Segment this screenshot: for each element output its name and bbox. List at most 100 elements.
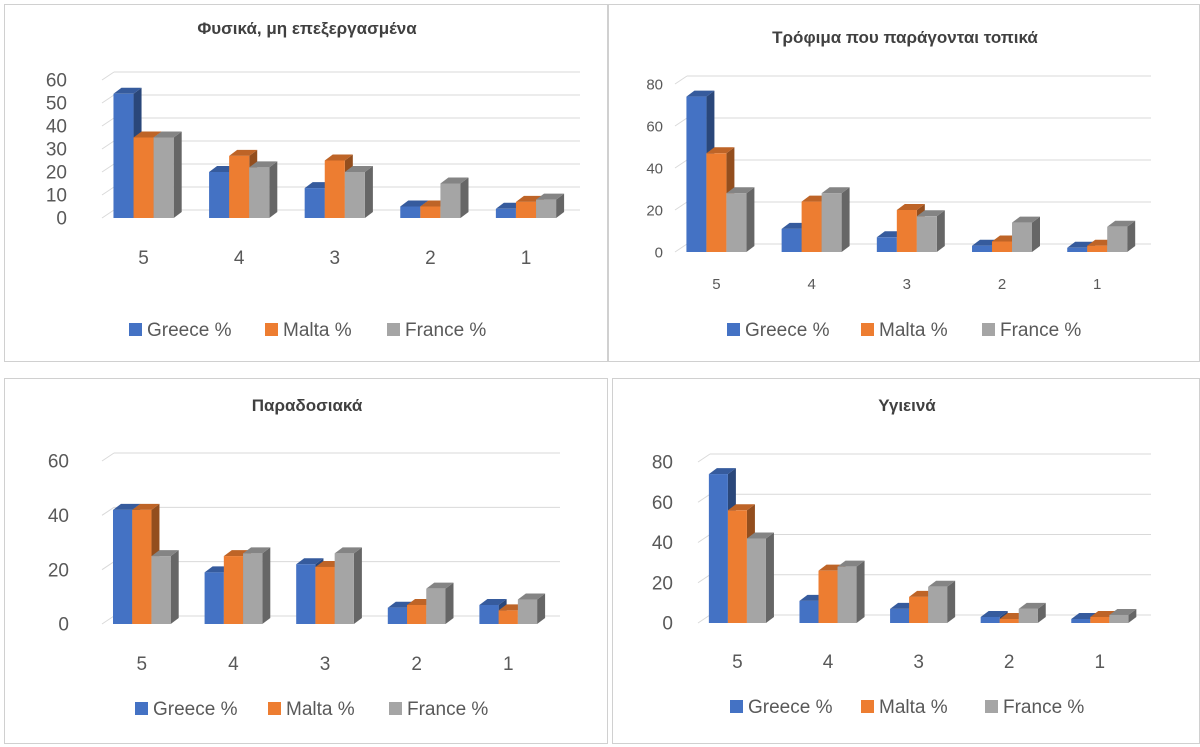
x-tick-label: 4: [807, 276, 815, 293]
y-tick-label: 50: [46, 94, 67, 115]
y-tick-label: 20: [652, 573, 673, 594]
y-tick-label: 40: [646, 160, 663, 177]
bar-france-1: [1107, 220, 1136, 252]
y-tick-label: 40: [48, 506, 69, 527]
gridline-side: [101, 186, 115, 196]
gridline-side: [697, 574, 711, 584]
bar-france-1: [517, 593, 546, 624]
bar-france-5: [151, 550, 179, 624]
x-tick-label: 5: [732, 652, 743, 673]
legend-swatch-malta: [265, 323, 278, 336]
y-tick-label: 40: [46, 117, 67, 138]
y-tick-label: 0: [58, 615, 69, 636]
y-tick-label: 80: [652, 453, 673, 474]
gridline-side: [674, 201, 688, 211]
y-tick-label: 40: [652, 533, 673, 554]
legend-swatch-france: [985, 700, 998, 713]
y-tick-label: 0: [662, 614, 673, 635]
bar-france-4: [249, 161, 278, 218]
bar-france-4: [243, 547, 271, 624]
legend-swatch-france: [389, 702, 402, 715]
x-tick-label: 1: [521, 248, 532, 269]
bar-france-1: [536, 193, 565, 218]
legend-swatch-greece: [727, 323, 740, 336]
chart-title: Φυσικά, μη επεξεργασμένα: [197, 19, 417, 38]
gridline-side: [101, 71, 115, 81]
gridline-side: [674, 159, 688, 169]
legend-label-greece: Greece %: [147, 320, 232, 341]
x-tick-label: 3: [903, 276, 911, 293]
gridline-side: [101, 561, 115, 571]
y-tick-label: 60: [652, 493, 673, 514]
bar-france-3: [334, 547, 362, 624]
bar-france-3: [928, 580, 956, 623]
bar-france-2: [440, 177, 469, 218]
y-tick-label: 80: [646, 76, 663, 93]
gridline-side: [697, 614, 711, 624]
bar-france-1: [1109, 608, 1137, 623]
x-tick-label: 1: [1095, 652, 1106, 673]
bar-france-5: [153, 131, 182, 218]
gridline-side: [101, 140, 115, 150]
legend-swatch-malta: [861, 323, 874, 336]
legend-label-france: France %: [1000, 320, 1081, 341]
gridline-side: [697, 453, 711, 463]
legend-label-malta: Malta %: [879, 697, 948, 718]
chart-panel-natural: Φυσικά, μη επεξεργασμένα 0 10 20 30 40 50 60 5 4 3…: [4, 4, 608, 362]
legend-swatch-greece: [730, 700, 743, 713]
y-tick-label: 20: [646, 202, 663, 219]
x-tick-label: 2: [1004, 652, 1015, 673]
gridline-side: [101, 209, 115, 219]
y-tick-label: 0: [655, 244, 663, 261]
bar-france-2: [1012, 216, 1040, 252]
x-tick-label: 1: [1093, 276, 1101, 293]
y-tick-label: 20: [46, 163, 67, 184]
x-tick-label: 2: [411, 654, 422, 675]
y-tick-label: 60: [46, 71, 67, 92]
bar-france-2: [1018, 602, 1046, 623]
y-tick-label: 10: [46, 186, 67, 207]
legend-label-greece: Greece %: [748, 697, 833, 718]
chart-panel-traditional: Παραδοσιακά 0 20 40 60 5 4 3 2 1 Greece % Malta % Fr…: [4, 378, 608, 744]
chart-svg-healthy: Υγιεινά 0 20 40 60 80 5 4 3 2 1 Greece % Malta % Fran…: [652, 396, 1151, 718]
chart-svg-local: Τρόφιμα που παράγονται τοπικά 0 20 40 60 80 5 4…: [646, 28, 1151, 341]
gridline-side: [101, 117, 115, 127]
gridline-side: [697, 534, 711, 543]
x-tick-label: 3: [913, 652, 924, 673]
bar-france-2: [426, 582, 454, 624]
gridline-side: [101, 163, 115, 173]
x-tick-label: 4: [823, 652, 834, 673]
bar-france-5: [746, 532, 774, 623]
legend-label-malta: Malta %: [283, 320, 352, 341]
gridline-side: [101, 452, 115, 462]
legend-swatch-malta: [861, 700, 874, 713]
bar-france-4: [837, 560, 865, 623]
x-tick-label: 4: [234, 248, 245, 269]
x-tick-label: 3: [329, 248, 340, 269]
x-tick-label: 5: [137, 654, 148, 675]
x-tick-label: 3: [320, 654, 331, 675]
x-tick-label: 1: [503, 654, 514, 675]
chart-title: Υγιεινά: [878, 396, 936, 415]
legend-swatch-greece: [129, 323, 142, 336]
x-tick-label: 4: [228, 654, 239, 675]
bar-france-5: [726, 187, 755, 252]
x-tick-label: 2: [998, 276, 1006, 293]
legend-label-malta: Malta %: [879, 320, 948, 341]
legend-label-greece: Greece %: [153, 699, 238, 720]
x-tick-label: 5: [138, 248, 149, 269]
legend-swatch-malta: [268, 702, 281, 715]
gridline-side: [101, 615, 115, 625]
legend-swatch-france: [982, 323, 995, 336]
legend-swatch-greece: [135, 702, 148, 715]
gridline-side: [101, 94, 115, 104]
legend-swatch-france: [387, 323, 400, 336]
bar-france-4: [821, 187, 850, 252]
gridline-side: [674, 117, 688, 127]
y-tick-label: 60: [48, 452, 69, 473]
gridline-side: [674, 243, 688, 253]
bar-france-3: [344, 166, 373, 218]
chart-title: Παραδοσιακά: [252, 396, 363, 415]
y-tick-label: 60: [646, 118, 663, 135]
